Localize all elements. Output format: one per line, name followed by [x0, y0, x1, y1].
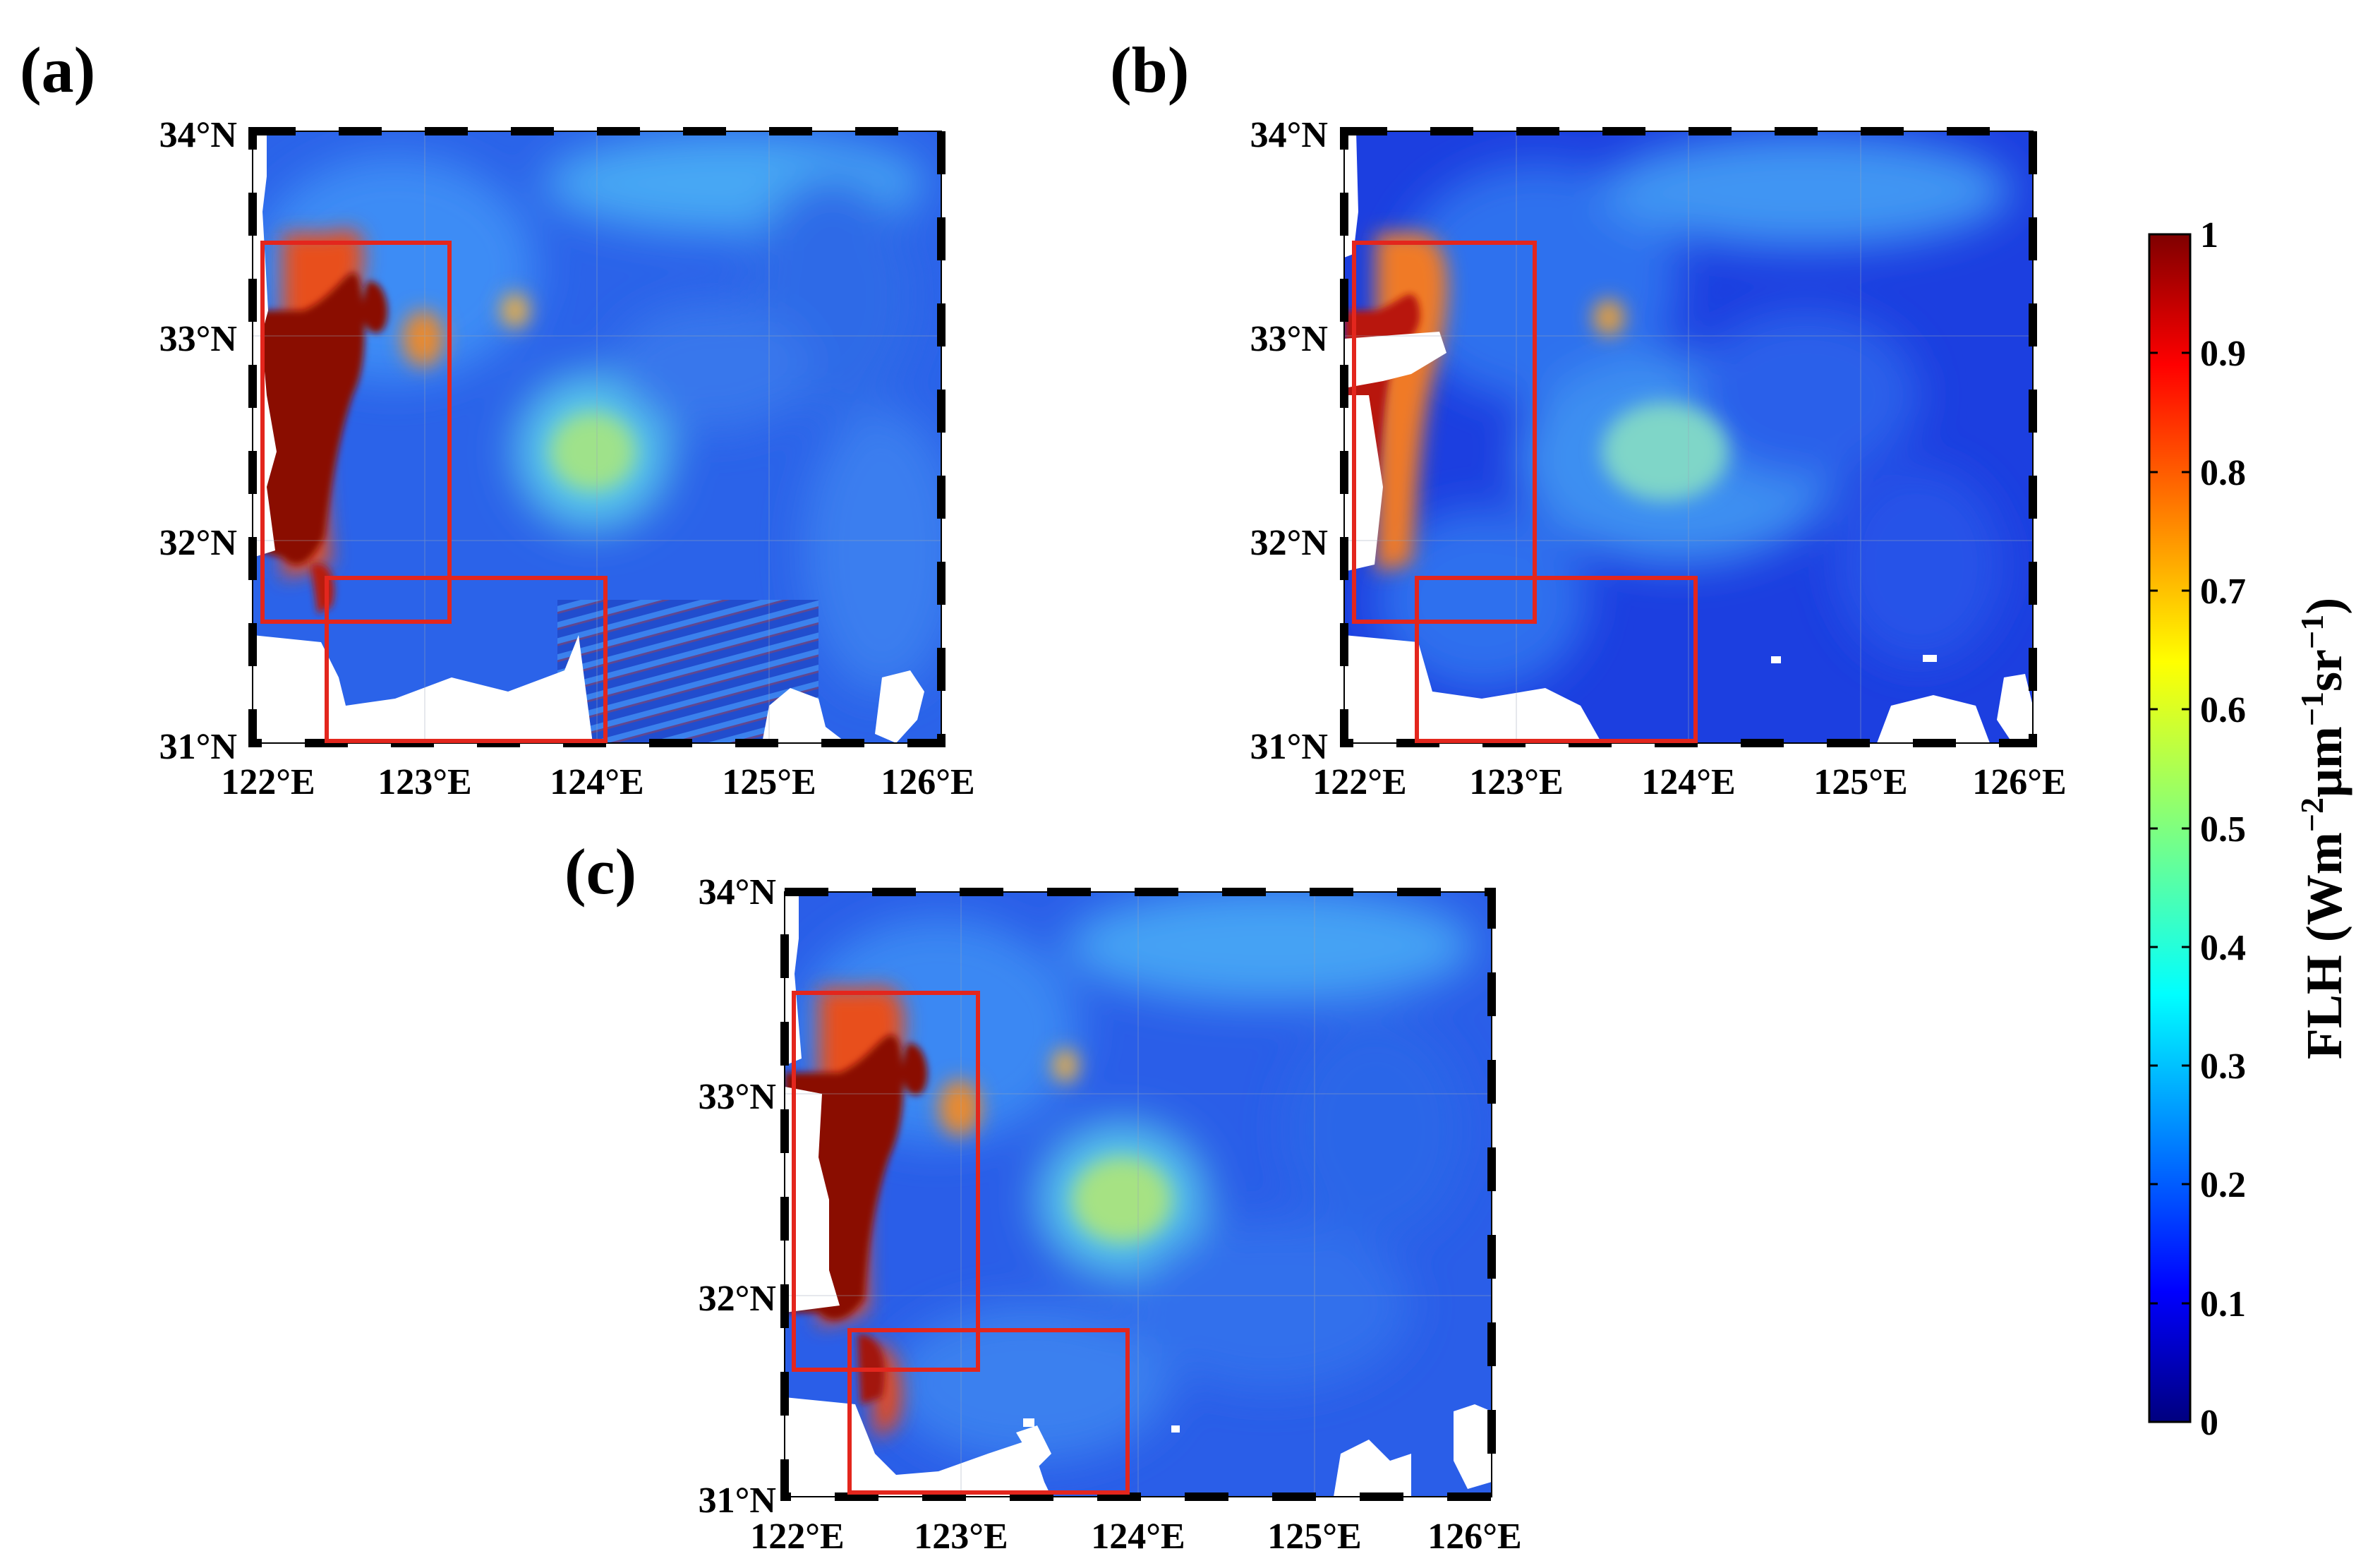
panel-label-a: (a) [20, 34, 95, 106]
lon-tick: 124°E [1091, 1516, 1185, 1557]
lat-ticks-b: 34°N 33°N 32°N 31°N [1250, 115, 1328, 767]
panel-a: (a) [20, 34, 975, 802]
colorbar-label: FLH (Wm−2μm−1sr−1) [2294, 598, 2352, 1059]
lat-tick: 31°N [699, 1480, 776, 1521]
panel-label-c: (c) [564, 836, 636, 907]
colorbar-tick-label: 0.5 [2200, 809, 2246, 850]
region-box-north-b [1352, 241, 1537, 624]
panel-label-b: (b) [1110, 34, 1189, 106]
colorbar-tick-label: 0.9 [2200, 334, 2246, 374]
colorbar-tick-label: 0.6 [2200, 690, 2246, 730]
lon-ticks-a: 122°E 123°E 124°E 125°E 126°E [221, 762, 974, 802]
lat-tick: 34°N [1250, 115, 1328, 155]
lon-tick: 125°E [1267, 1516, 1361, 1557]
lon-ticks-b: 122°E 123°E 124°E 125°E 126°E [1312, 762, 2066, 802]
colorbar-tick-label: 0.1 [2200, 1284, 2246, 1325]
colorbar-tick-labels: 1 0.9 0.8 0.7 0.6 0.5 0.4 0.3 0.2 0.1 0 [2200, 215, 2246, 1443]
colorbar-tick-label: 0.3 [2200, 1047, 2246, 1087]
lat-tick: 34°N [159, 115, 237, 155]
panel-c: (c) [564, 836, 1522, 1557]
lon-tick: 122°E [750, 1516, 844, 1557]
colorbar-tick-label: 0.7 [2200, 572, 2246, 612]
region-box-north-a [260, 241, 452, 624]
lon-tick: 125°E [1813, 762, 1907, 802]
lon-tick: 126°E [1972, 762, 2066, 802]
lat-tick: 33°N [159, 319, 237, 359]
lat-tick: 33°N [1250, 319, 1328, 359]
lon-tick: 125°E [722, 762, 816, 802]
lon-tick: 124°E [1641, 762, 1735, 802]
lat-tick: 32°N [1250, 523, 1328, 563]
lon-tick: 122°E [221, 762, 315, 802]
colorbar-tick-label: 0.2 [2200, 1165, 2246, 1205]
lon-tick: 126°E [881, 762, 974, 802]
lon-tick: 123°E [377, 762, 471, 802]
lon-ticks-c: 122°E 123°E 124°E 125°E 126°E [750, 1516, 1521, 1557]
lon-tick: 126°E [1427, 1516, 1521, 1557]
region-box-south-b [1415, 576, 1698, 743]
colorbar-tick-label: 0 [2200, 1403, 2218, 1443]
region-box-north-c [792, 991, 980, 1372]
colorbar-ticks [2149, 233, 2190, 1305]
colorbar-tick-label: 1 [2200, 215, 2218, 255]
region-boxes-a [260, 241, 608, 743]
lon-tick: 124°E [550, 762, 644, 802]
lat-tick: 33°N [699, 1077, 776, 1117]
lat-ticks-a: 34°N 33°N 32°N 31°N [159, 115, 237, 767]
lon-tick: 122°E [1312, 762, 1406, 802]
map-c [785, 892, 1492, 1497]
lat-tick: 32°N [159, 523, 237, 563]
lat-tick: 31°N [159, 727, 237, 767]
lat-tick: 32°N [699, 1279, 776, 1319]
lat-tick: 31°N [1250, 727, 1328, 767]
lat-ticks-c: 34°N 33°N 32°N 31°N [699, 872, 776, 1521]
lon-tick: 123°E [914, 1516, 1008, 1557]
colorbar-tick-label: 0.8 [2200, 453, 2246, 493]
panel-b: (b) [1110, 34, 2067, 802]
colorbar-tick-label: 0.4 [2200, 928, 2246, 968]
lat-tick: 34°N [699, 872, 776, 912]
region-box-south-a [325, 576, 608, 743]
region-boxes-b [1352, 241, 1698, 743]
lon-tick: 123°E [1469, 762, 1563, 802]
map-b [1344, 131, 2033, 743]
region-box-south-c [847, 1328, 1130, 1495]
region-boxes-c [792, 991, 1130, 1495]
map-a [253, 131, 941, 743]
colorbar: 1 0.9 0.8 0.7 0.6 0.5 0.4 0.3 0.2 0.1 0 … [2148, 215, 2352, 1443]
